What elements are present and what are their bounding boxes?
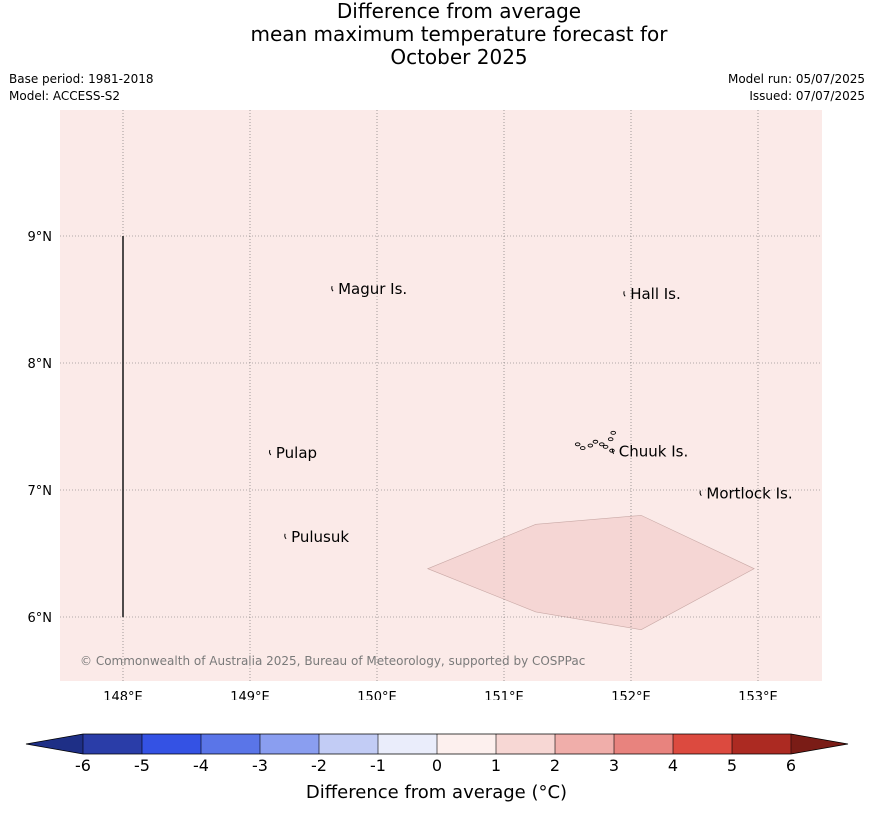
colorbar-tick-label: 1 [491, 756, 501, 775]
forecast-map: 148°E 149°E 150°E 151°E 152°E 153°E 6°N 7°N 8°N 9… [28, 110, 822, 700]
place-label: Magur Is. [338, 280, 407, 298]
colorbar-segment [673, 734, 733, 754]
lon-tick-label: 148°E [103, 690, 143, 700]
island-outline [331, 285, 334, 292]
lat-tick-label: 7°N [28, 484, 53, 499]
map-background [60, 110, 822, 681]
colorbar-segment [142, 734, 202, 754]
colorbar-outline [25, 733, 849, 755]
colorbar-tick-label: 5 [727, 756, 737, 775]
island-outline [623, 291, 626, 297]
place-label: Pulap [276, 444, 317, 462]
lat-tick-label: 8°N [28, 357, 53, 372]
colorbar-tick-label: 2 [550, 756, 560, 775]
colorbar-tick-label: 4 [668, 756, 678, 775]
colorbar-segment [260, 734, 320, 754]
colorbar-tick-label: 3 [609, 756, 619, 775]
lon-tick-label: 153°E [738, 690, 778, 700]
colorbar-tick-label: -4 [193, 756, 209, 775]
island-outline [607, 437, 614, 442]
anomaly-region [427, 515, 755, 631]
title-line-1: Difference from average [336, 0, 582, 23]
colorbar-segment [201, 734, 261, 754]
island-outline [599, 442, 605, 447]
colorbar-over-arrow [791, 734, 848, 754]
island-outline [699, 490, 702, 496]
lat-tick-label: 6°N [28, 611, 53, 626]
colorbar-title: Difference from average (°C) [305, 782, 568, 803]
island-outline [587, 443, 594, 448]
island-outline [284, 533, 287, 540]
island-outline [610, 430, 616, 435]
title-line-2: mean maximum temperature forecast for [250, 22, 668, 46]
model-run: Model run: 05/07/2025 [727, 72, 865, 86]
island-outline [609, 448, 615, 453]
colorbar-tick-label: -5 [134, 756, 150, 775]
lon-tick-label: 149°E [230, 690, 270, 700]
colorbar-tick-label: -2 [311, 756, 327, 775]
colorbar-tick-label: -6 [75, 756, 91, 775]
colorbar-tick-label: 0 [432, 756, 442, 775]
lon-tick-label: 151°E [484, 690, 524, 700]
place-label: Chuuk Is. [619, 443, 688, 461]
place-label: Mortlock Is. [706, 485, 792, 503]
place-label: Hall Is. [630, 285, 681, 303]
lat-tick-label: 9°N [28, 230, 53, 245]
metadata-left: Base period: 1981-2018 Model: ACCESS-S2 [9, 71, 154, 105]
lon-tick-label: 150°E [357, 690, 397, 700]
base-period: Base period: 1981-2018 [9, 72, 154, 86]
metadata-right: Model run: 05/07/2025 Issued: 07/07/2025 [728, 71, 865, 105]
chart-title: Difference from average mean maximum tem… [0, 0, 873, 69]
model-name: Model: ACCESS-S2 [9, 89, 121, 103]
colorbar-segment [319, 734, 379, 754]
issued-date: Issued: 07/07/2025 [749, 89, 865, 103]
lon-tick-label: 152°E [611, 690, 651, 700]
island-outline [592, 439, 599, 444]
island-outline [269, 449, 272, 456]
island-outline [574, 442, 581, 447]
island-outline [611, 448, 615, 455]
colorbar-tick-label: -1 [370, 756, 386, 775]
colorbar-segment [378, 734, 438, 754]
colorbar-tick-label: -3 [252, 756, 268, 775]
colorbar-under-arrow [26, 734, 83, 754]
place-label: Pulusuk [291, 528, 349, 546]
island-outline [602, 444, 609, 449]
island-outline [579, 446, 586, 451]
colorbar-segment [732, 734, 792, 754]
colorbar-tick-label: 6 [786, 756, 796, 775]
title-line-3: October 2025 [390, 45, 528, 69]
colorbar-segment [614, 734, 674, 754]
colorbar-segment [83, 734, 143, 754]
colorbar-segment [496, 734, 556, 754]
colorbar-segment [437, 734, 497, 754]
copyright-text: © Commonwealth of Australia 2025, Bureau… [80, 654, 585, 668]
colorbar-segment [555, 734, 615, 754]
